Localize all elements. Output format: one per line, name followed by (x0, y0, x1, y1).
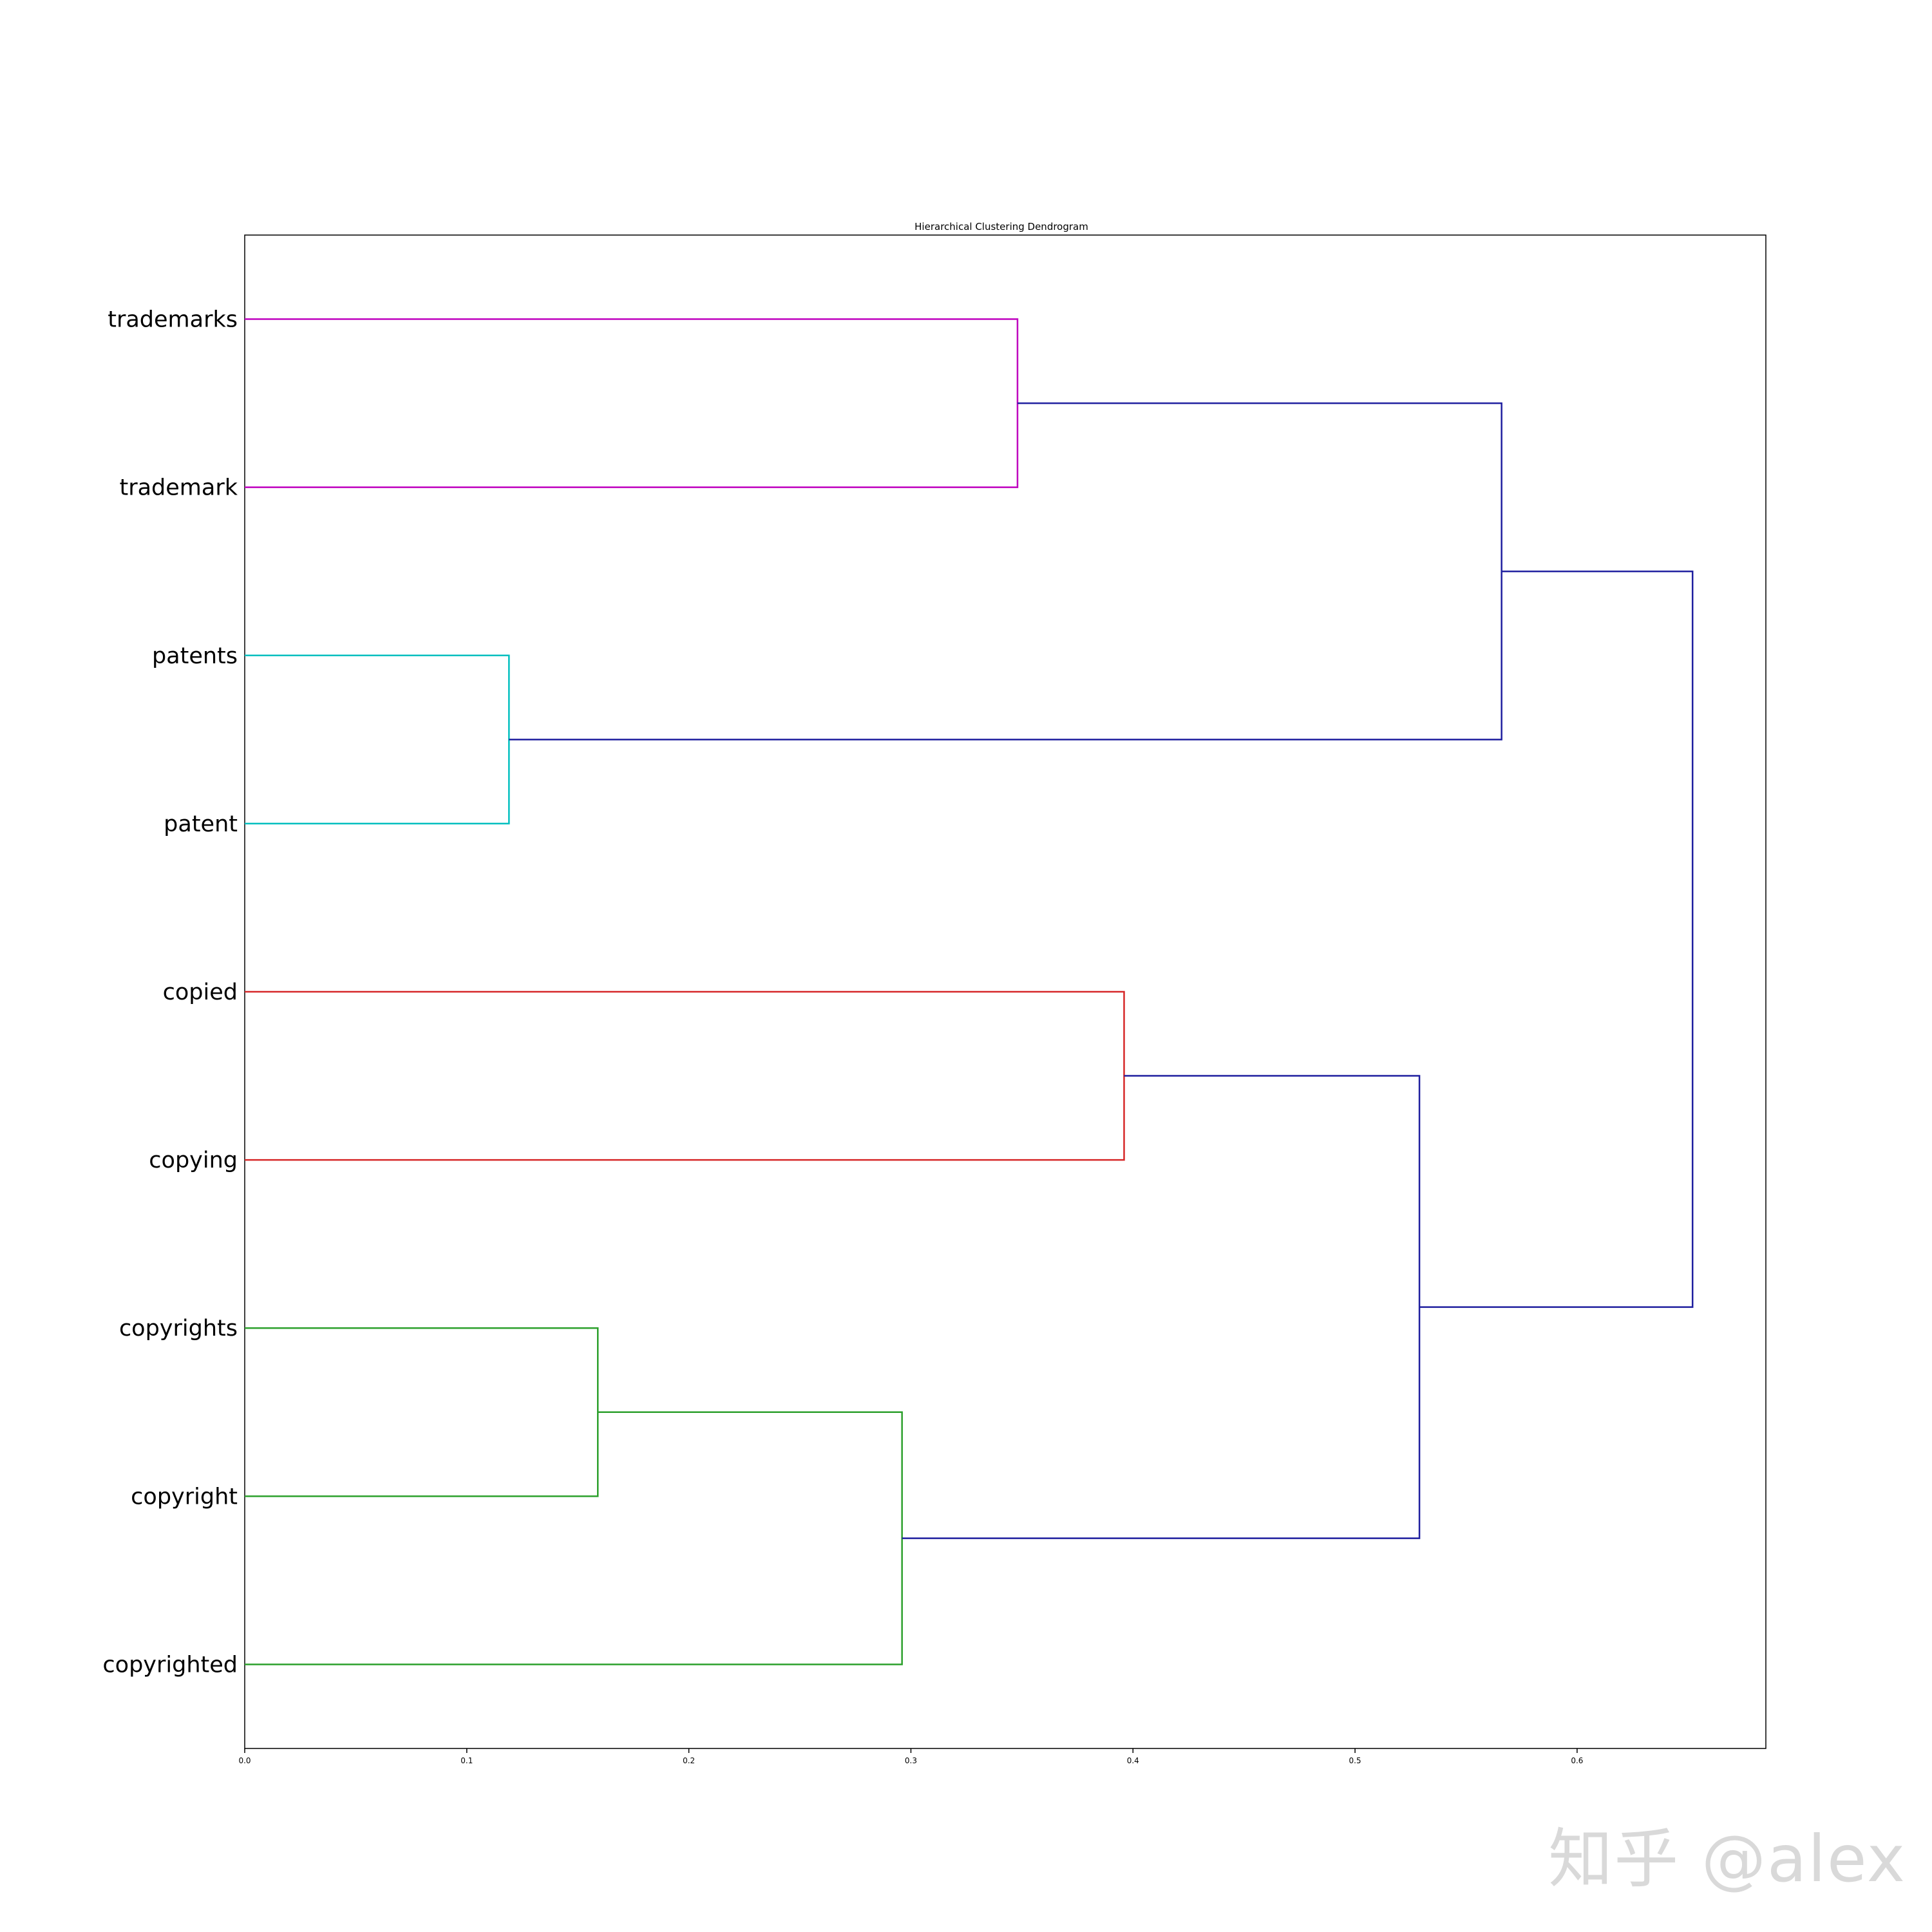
x-tick-label-0.0: 0.0 (238, 1756, 251, 1765)
link-c1 (245, 318, 1019, 488)
x-axis-ticks: 0.0 0.1 0.2 0.3 0.4 0.5 0.6 (238, 1748, 1583, 1765)
link-c3 (245, 990, 1125, 1161)
leaf-label-trademark: trademark (119, 475, 238, 501)
dendrogram-links (245, 318, 1694, 1665)
leaf-label-copied: copied (163, 980, 238, 1005)
x-tick-label-0.3: 0.3 (905, 1756, 917, 1765)
chart-title: Hierarchical Clustering Dendrogram (914, 221, 1088, 232)
leaf-label-copying: copying (149, 1148, 238, 1173)
leaf-labels: trademarks trademark patents patent copied co… (102, 307, 238, 1678)
link-c4 (245, 1327, 599, 1497)
x-tick-label-0.5: 0.5 (1349, 1756, 1361, 1765)
leaf-label-trademarks: trademarks (108, 307, 238, 333)
x-tick-label-0.4: 0.4 (1127, 1756, 1139, 1765)
x-tick-label-0.6: 0.6 (1571, 1756, 1583, 1765)
link-c7 (902, 1075, 1421, 1539)
leaf-label-patent: patent (164, 811, 238, 837)
leaf-label-copyright: copyright (131, 1484, 238, 1510)
link-c5 (245, 1411, 903, 1665)
leaf-label-patents: patents (152, 643, 238, 669)
link-c6 (509, 402, 1502, 741)
leaf-label-copyrights: copyrights (119, 1316, 238, 1341)
leaf-label-copyrighted: copyrighted (102, 1652, 238, 1678)
x-tick-label-0.1: 0.1 (460, 1756, 473, 1765)
watermark: 知乎 @alex (1548, 1821, 1906, 1897)
link-c8 (1419, 570, 1694, 1308)
link-c2 (245, 654, 510, 825)
x-tick-label-0.2: 0.2 (683, 1756, 695, 1765)
